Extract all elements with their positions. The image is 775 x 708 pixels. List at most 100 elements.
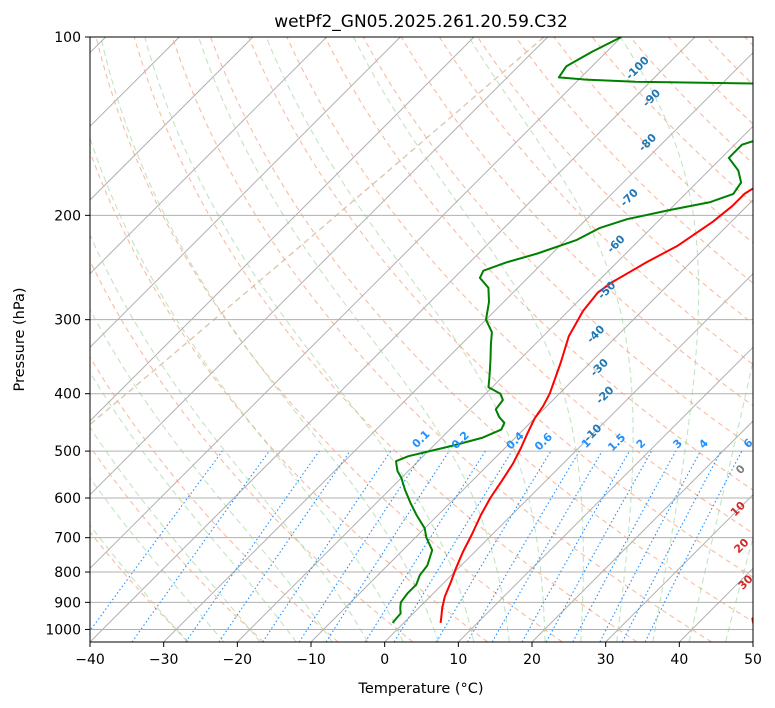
dry-adiabat-label: -20 xyxy=(593,383,616,406)
isotherm-line xyxy=(457,346,753,642)
mixing-ratio-label: 3 xyxy=(670,437,685,452)
dry-adiabat-line xyxy=(248,37,753,578)
dry-adiabat-line xyxy=(667,37,753,125)
dry-adiabat-line xyxy=(209,37,753,623)
x-tick-label: −10 xyxy=(296,652,326,668)
mixing-ratio-line xyxy=(364,450,486,642)
moist-adiabat-line xyxy=(90,371,297,642)
isotherm-line xyxy=(90,37,696,642)
moist-adiabat-line xyxy=(265,37,546,642)
y-tick-label: 500 xyxy=(54,444,81,460)
x-tick-label: 10 xyxy=(449,652,467,668)
x-tick-label: −40 xyxy=(75,652,105,668)
isotherm-line xyxy=(752,641,753,642)
dry-adiabat-line xyxy=(90,259,414,642)
isotherm-line xyxy=(531,420,753,642)
isotherm-line xyxy=(90,37,328,275)
y-axis: 1000 900 800 700 600 500 400 300 200 100 xyxy=(45,30,90,638)
mixing-ratio-line xyxy=(298,450,425,642)
mixing-ratio-line xyxy=(572,450,677,642)
dry-adiabat-line xyxy=(90,356,339,642)
isotherm-line xyxy=(90,37,401,349)
dry-adiabat-line xyxy=(95,37,563,642)
mixing-ratio-label: 2 xyxy=(634,437,649,452)
isotherm-line xyxy=(90,37,475,422)
mixing-ratio-line xyxy=(521,450,630,642)
mixing-ratio-label: 0.6 xyxy=(532,430,555,453)
mixing-ratio-label: 6 xyxy=(741,436,756,451)
isotherm-line xyxy=(605,493,753,642)
mixing-ratio-line xyxy=(185,450,320,642)
plot-frame xyxy=(89,36,754,643)
mixing-ratio-line xyxy=(218,450,351,642)
y-tick-label: 900 xyxy=(54,595,81,611)
y-tick-label: 1000 xyxy=(45,622,81,638)
dry-adiabat-line xyxy=(591,37,753,204)
dry-adiabat-line xyxy=(515,37,753,284)
moist-adiabat-line xyxy=(688,358,753,642)
mixing-ratio-label: 8 xyxy=(767,436,775,451)
y-tick-label: 200 xyxy=(54,208,81,224)
isotherm-line xyxy=(90,37,622,570)
isotherm-line xyxy=(90,37,254,201)
mixing-ratio-line xyxy=(325,450,450,642)
isotherm-line xyxy=(90,37,549,496)
mixing-ratio-line xyxy=(545,450,653,642)
y-axis-label: Pressure (hPa) xyxy=(12,287,28,391)
x-tick-label: −20 xyxy=(223,652,253,668)
moist-adiabat-line xyxy=(725,536,753,642)
y-tick-label: 800 xyxy=(54,565,81,581)
y-tick-label: 300 xyxy=(54,313,81,329)
isotherm-line xyxy=(678,567,753,642)
y-tick-label: 700 xyxy=(54,531,81,547)
moist-adiabat-line xyxy=(90,524,188,642)
dry-adiabat-label: -30 xyxy=(588,356,611,379)
x-axis: −40 −30 −20 −10 0 10 20 30 40 50 xyxy=(75,642,762,668)
mixing-ratio-line xyxy=(90,450,223,632)
dry-adiabat-line xyxy=(90,445,264,642)
isotherm-line xyxy=(310,199,753,642)
mixing-ratio-label: 4 xyxy=(696,436,711,451)
dry-adiabat-label: -60 xyxy=(604,232,627,255)
moist-adiabat-line xyxy=(762,37,775,642)
x-tick-label: 30 xyxy=(597,652,615,668)
dry-adiabat-line xyxy=(90,150,488,642)
mixing-ratio-line xyxy=(599,450,701,642)
moist-adiabat-label: 10 xyxy=(728,499,748,519)
y-tick-label: 600 xyxy=(54,491,81,507)
moist-adiabat-line xyxy=(198,37,510,642)
reference-line xyxy=(90,37,545,426)
x-axis-label: Temperature (°C) xyxy=(357,681,483,697)
y-tick-label: 100 xyxy=(54,30,81,46)
mixing-ratio-label: 0.1 xyxy=(410,428,433,451)
dry-adiabat-line xyxy=(400,37,753,407)
moist-adiabat-label: 0 xyxy=(733,462,748,477)
dry-adiabat-label: -70 xyxy=(618,186,641,209)
moist-adiabat-line xyxy=(353,37,584,642)
moist-adiabat-line xyxy=(90,136,404,642)
isotherm-line xyxy=(236,125,753,642)
isotherm-line xyxy=(163,51,753,642)
moist-adiabat-line xyxy=(90,426,261,642)
mixing-ratio-line xyxy=(435,450,552,642)
guide-lines xyxy=(90,37,775,642)
dry-adiabat-line xyxy=(133,37,638,642)
dry-adiabat-label: -40 xyxy=(584,322,607,345)
moist-adiabat-line xyxy=(620,37,700,642)
series-lines xyxy=(391,37,753,624)
dry-adiabat-label: -50 xyxy=(595,278,618,301)
mixing-ratio-label: 1.5 xyxy=(605,431,628,454)
chart-title: wetPf2_GN05.2025.261.20.59.C32 xyxy=(274,12,568,32)
mixing-ratio-line xyxy=(393,450,513,642)
moist-adiabat-line xyxy=(90,308,333,642)
isotherm-line xyxy=(384,272,753,642)
x-tick-label: 50 xyxy=(744,652,762,668)
x-tick-label: 0 xyxy=(380,652,389,668)
dry-adiabat-line xyxy=(438,37,753,366)
x-tick-label: 40 xyxy=(670,652,688,668)
dry-adiabat-label: -80 xyxy=(636,131,659,154)
dry-adiabat-line xyxy=(286,37,753,534)
dewpoint-line xyxy=(391,37,753,624)
temperature-line xyxy=(439,187,753,624)
x-tick-label: −30 xyxy=(149,652,179,668)
